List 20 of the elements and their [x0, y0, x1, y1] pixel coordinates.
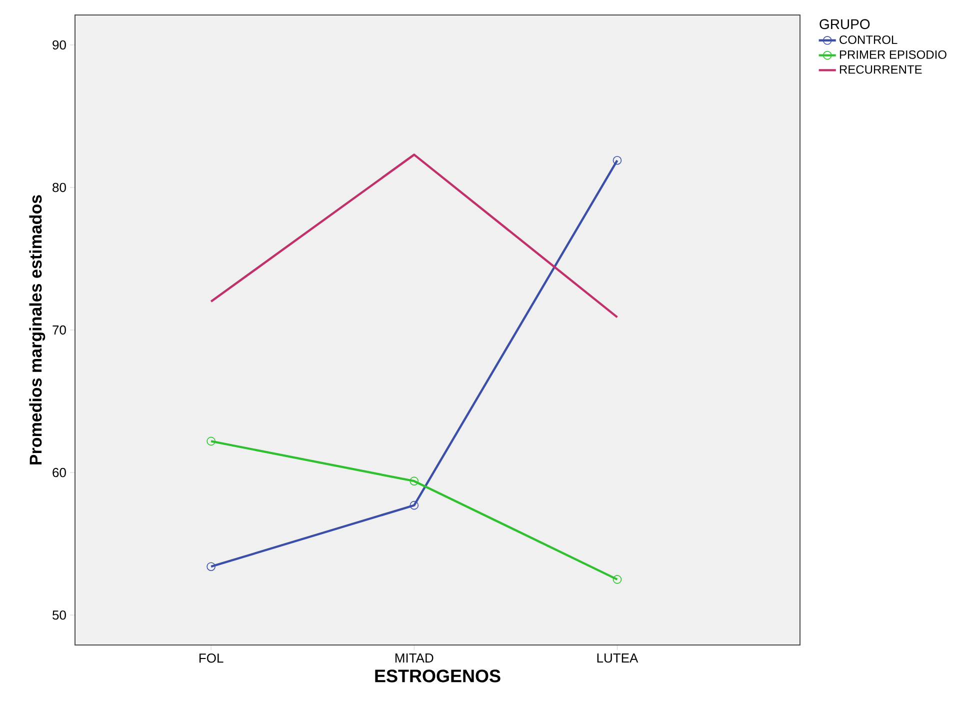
y-tick-label: 50 [52, 610, 66, 620]
point [206, 436, 216, 446]
y-tick-label: 80 [52, 182, 66, 192]
y-tick-label: 60 [52, 468, 66, 478]
point [410, 476, 419, 486]
x-tick-label: FOL [199, 654, 224, 663]
legend-label: CONTROL [840, 35, 898, 44]
legend-label: RECURRENTE [840, 65, 922, 74]
y-tick-label: 90 [52, 40, 66, 50]
x-tick-label: MITAD [395, 654, 434, 662]
x-tick-label: LUTEA [597, 654, 638, 663]
legend-label: PRIMER EPISODIO [840, 50, 946, 59]
legend-title: GRUPO [820, 19, 870, 30]
x-axis-title: ESTROGENOS [375, 670, 500, 682]
point [410, 500, 419, 510]
point [206, 562, 216, 572]
y-axis-title: Promedios marginales estimados [29, 195, 46, 464]
y-tick-label: 70 [52, 325, 66, 335]
point [612, 156, 622, 165]
point [612, 575, 622, 584]
